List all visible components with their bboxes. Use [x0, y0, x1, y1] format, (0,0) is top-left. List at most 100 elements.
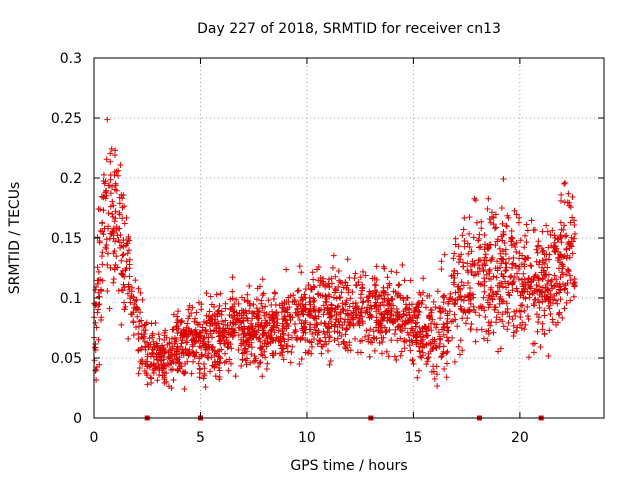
data-point [523, 221, 530, 228]
data-point [180, 352, 187, 359]
data-point [373, 308, 380, 315]
data-point [255, 309, 262, 316]
data-point [111, 265, 118, 272]
data-point [416, 347, 423, 354]
data-point [506, 292, 513, 299]
data-point [489, 296, 496, 303]
data-point [459, 232, 466, 239]
data-point [467, 300, 474, 307]
data-point [480, 335, 487, 342]
data-point [456, 351, 463, 358]
data-point [439, 293, 446, 300]
data-point [259, 276, 266, 283]
data-point [144, 351, 151, 358]
data-point [133, 296, 140, 303]
data-point [452, 316, 459, 323]
data-point [499, 220, 506, 227]
data-point [349, 289, 356, 296]
data-point [356, 312, 363, 319]
data-point [521, 307, 528, 314]
data-point [156, 372, 163, 379]
data-point [148, 361, 155, 368]
data-point [259, 304, 266, 311]
data-point [505, 255, 512, 262]
data-point [490, 214, 497, 221]
data-point [388, 268, 395, 275]
data-point [121, 203, 128, 210]
data-point [535, 242, 542, 249]
data-point [509, 261, 516, 268]
data-point [175, 359, 182, 366]
data-point [563, 255, 570, 262]
data-point [206, 317, 213, 324]
data-point [95, 306, 102, 313]
data-point [287, 359, 294, 366]
data-point [213, 325, 220, 332]
data-point [242, 346, 249, 353]
data-point [105, 182, 112, 189]
data-point [121, 284, 128, 291]
data-point [115, 167, 122, 174]
data-point [550, 243, 557, 250]
data-point [458, 251, 465, 258]
data-point [247, 302, 254, 309]
data-point [386, 326, 393, 333]
data-point [413, 341, 420, 348]
data-point [420, 289, 427, 296]
data-point [243, 361, 250, 368]
data-point [126, 286, 133, 293]
data-point [250, 301, 257, 308]
data-point [520, 270, 527, 277]
data-point [100, 231, 107, 238]
data-point [397, 335, 404, 342]
data-point [470, 303, 477, 310]
data-point [107, 176, 114, 183]
data-point [144, 381, 151, 388]
data-point [105, 210, 112, 217]
data-point [149, 330, 156, 337]
data-point [544, 228, 551, 235]
data-point [335, 268, 342, 275]
data-point [342, 331, 349, 338]
data-point [388, 337, 395, 344]
data-point [492, 291, 499, 298]
data-point [558, 269, 565, 276]
data-point [300, 304, 307, 311]
data-point [257, 359, 264, 366]
data-point [490, 273, 497, 280]
data-point [117, 232, 124, 239]
data-point [286, 311, 293, 318]
data-point [535, 318, 542, 325]
data-point [336, 277, 343, 284]
data-point [376, 339, 383, 346]
data-point [480, 266, 487, 273]
data-point [254, 308, 261, 315]
data-point [207, 368, 214, 375]
data-point [277, 350, 284, 357]
data-point [150, 369, 157, 376]
data-point [270, 315, 277, 322]
data-point [113, 253, 120, 260]
data-point [457, 305, 464, 312]
data-point [478, 225, 485, 232]
data-point [405, 332, 412, 339]
data-point [351, 275, 358, 282]
data-point [306, 294, 313, 301]
data-point [414, 374, 421, 381]
data-point [532, 271, 539, 278]
data-point [317, 337, 324, 344]
data-point [513, 239, 520, 246]
data-point [344, 342, 351, 349]
data-point [473, 219, 480, 226]
data-point [235, 346, 242, 353]
data-point [567, 297, 574, 304]
data-point [419, 325, 426, 332]
data-point [264, 360, 271, 367]
data-point [544, 264, 551, 271]
data-point [561, 199, 568, 206]
data-point [380, 334, 387, 341]
data-point [308, 286, 315, 293]
data-point [119, 287, 126, 294]
data-point [430, 298, 437, 305]
data-point [401, 345, 408, 352]
